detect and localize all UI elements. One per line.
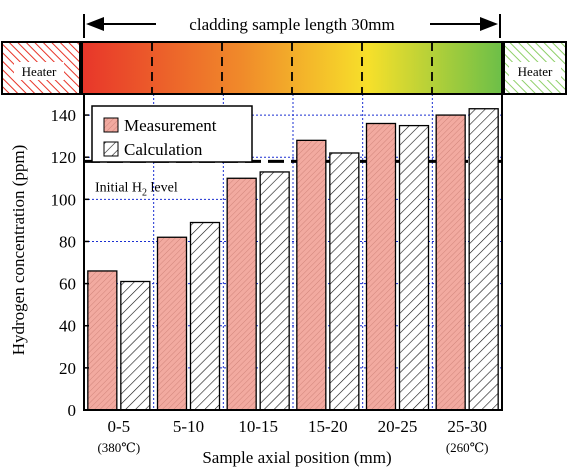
bars bbox=[87, 108, 499, 411]
x-tick-note: (260℃) bbox=[446, 440, 489, 455]
x-tick-label: 10-15 bbox=[238, 417, 278, 436]
y-tick-label: 140 bbox=[51, 106, 77, 125]
heater-right-label-bg bbox=[509, 62, 561, 80]
y-tick-label: 0 bbox=[68, 401, 77, 420]
bar-calculation-10-15 bbox=[259, 171, 290, 411]
y-tick-label: 100 bbox=[51, 190, 77, 209]
reference-label-sub: 2 bbox=[142, 187, 147, 198]
y-tick-label: 20 bbox=[59, 359, 76, 378]
y-tick-label: 120 bbox=[51, 148, 77, 167]
x-tick-labels: 0-5 (380℃) 5-10 10-15 15-20 20-25 25-30 (260℃) bbox=[97, 417, 488, 455]
legend-label-measurement: Measurement bbox=[124, 116, 217, 135]
sample-dividers bbox=[151, 42, 433, 94]
y-tick-label: 60 bbox=[59, 275, 76, 294]
length-arrowhead-left bbox=[86, 17, 104, 31]
legend-label-calculation: Calculation bbox=[124, 140, 203, 159]
bar-measurement-20-25 bbox=[365, 122, 397, 411]
x-tick-note: (380℃) bbox=[97, 440, 140, 455]
legend-swatch-measurement bbox=[103, 117, 119, 133]
plot-frame bbox=[83, 93, 503, 411]
bar-measurement-5-10 bbox=[156, 236, 188, 411]
x-tick-label: 5-10 bbox=[173, 417, 204, 436]
y-tick-label: 40 bbox=[59, 317, 76, 336]
reference-label-tail: level bbox=[147, 180, 178, 195]
bar-measurement-10-15 bbox=[226, 177, 257, 411]
heater-right-label: Heater bbox=[518, 64, 553, 79]
bar-calculation-25-30 bbox=[468, 108, 499, 411]
x-tick-label: 25-30 bbox=[447, 417, 487, 436]
y-axis-label: Hydrogen concentration (ppm) bbox=[9, 145, 28, 356]
reference-label: Initial H2 level bbox=[95, 180, 178, 198]
y-tick-labels: 0 20 40 60 80 100 120 140 bbox=[51, 106, 89, 420]
legend: Measurement Calculation bbox=[91, 105, 253, 163]
x-tick-label: 20-25 bbox=[378, 417, 418, 436]
grid bbox=[84, 94, 502, 410]
bar-calculation-20-25 bbox=[398, 124, 430, 411]
x-tick-label: 0-5 bbox=[107, 417, 130, 436]
length-arrowhead-right bbox=[480, 17, 498, 31]
x-axis-label: Sample axial position (mm) bbox=[202, 448, 391, 467]
bar-measurement-15-20 bbox=[296, 139, 327, 411]
bar-measurement-25-30 bbox=[435, 114, 466, 411]
bar-calculation-0-5 bbox=[120, 280, 151, 411]
y-tick-label: 80 bbox=[59, 232, 76, 251]
legend-swatch-calculation bbox=[103, 141, 119, 157]
length-label: cladding sample length 30mm bbox=[189, 15, 394, 34]
bar-calculation-15-20 bbox=[329, 152, 360, 411]
bar-calculation-5-10 bbox=[189, 221, 221, 411]
heater-left-label: Heater bbox=[22, 64, 57, 79]
legend-box bbox=[91, 105, 253, 163]
heater-left-label-bg bbox=[14, 62, 64, 80]
x-tick-label: 15-20 bbox=[308, 417, 348, 436]
bar-measurement-0-5 bbox=[87, 270, 118, 411]
reference-label-main: Initial H bbox=[95, 180, 142, 195]
